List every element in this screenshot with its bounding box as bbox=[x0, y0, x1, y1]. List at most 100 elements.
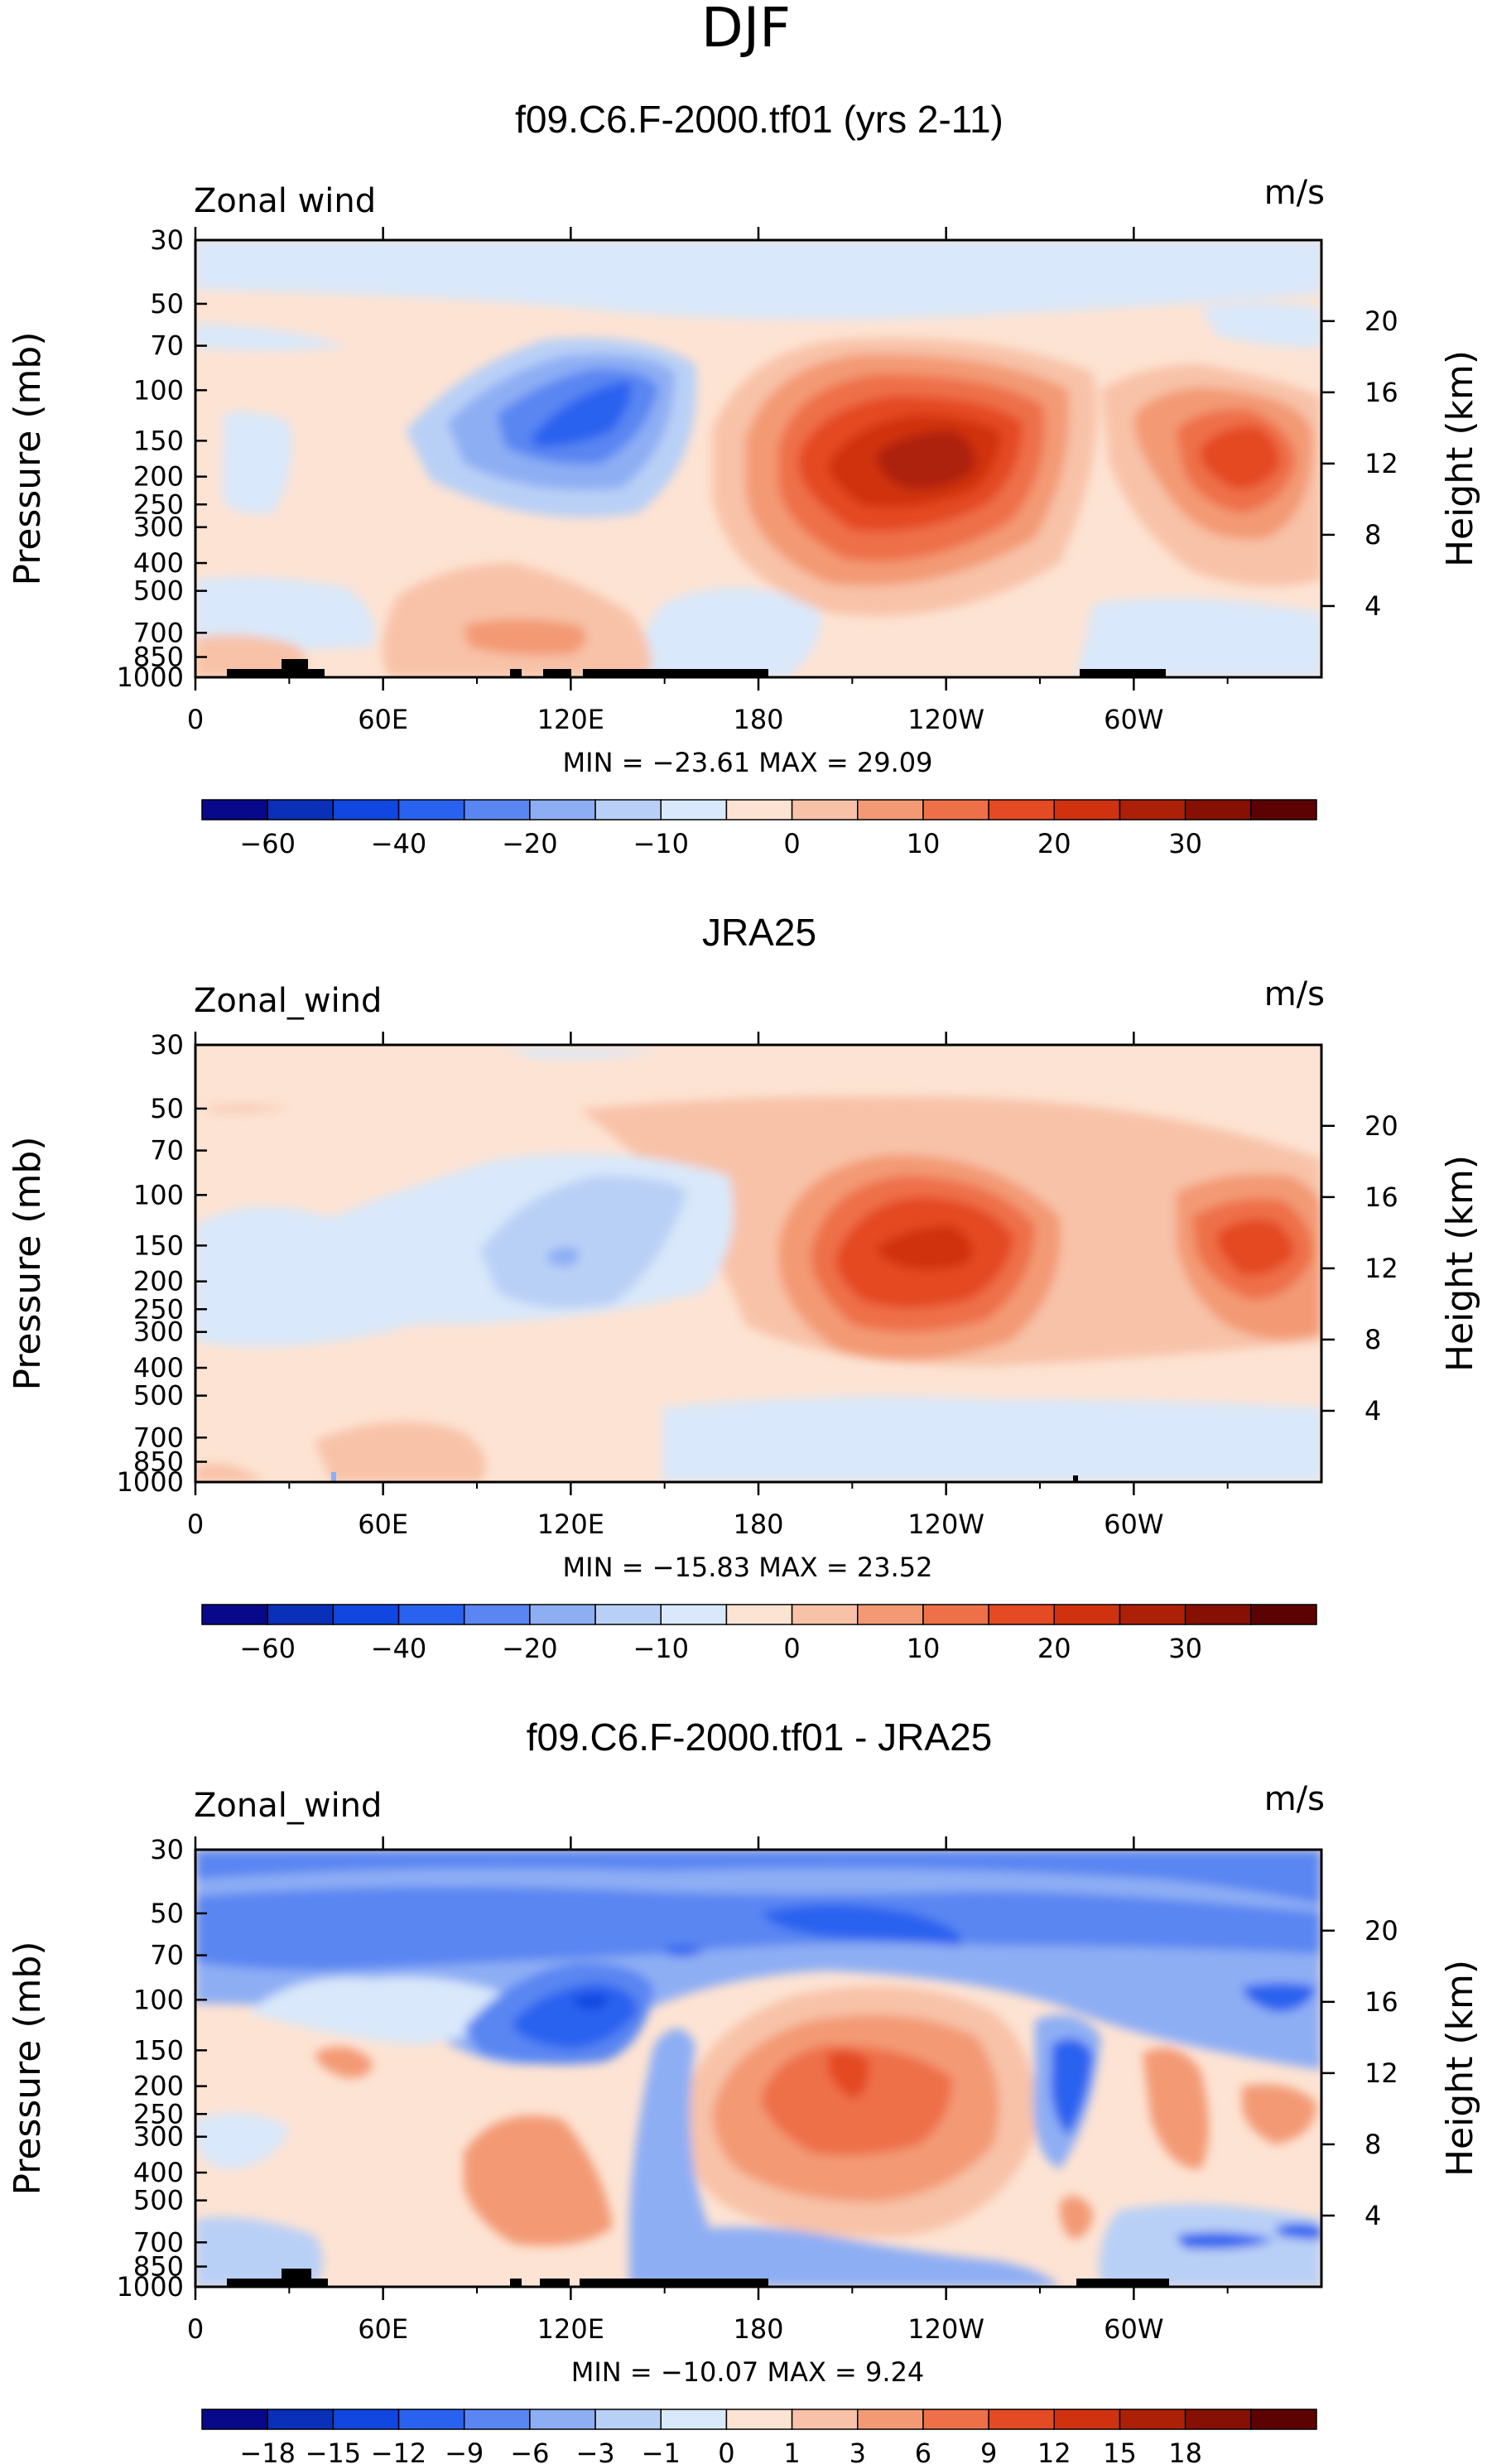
panel-1: f09.C6.F-2000.tf01 (yrs 2-11) Zonal wind… bbox=[7, 98, 1481, 859]
colorbar-swatch bbox=[1184, 799, 1252, 821]
colorbar-swatch bbox=[791, 2409, 859, 2430]
colorbar-swatch bbox=[332, 1604, 400, 1625]
colorbar-swatch bbox=[1119, 1604, 1186, 1625]
colorbar-label: 9 bbox=[980, 2438, 997, 2464]
colorbar-label: 20 bbox=[1037, 1633, 1071, 1664]
y-tick-label: 100 bbox=[133, 1179, 184, 1210]
x-tick-label: 60W bbox=[1104, 704, 1163, 735]
y2-tick-label: 8 bbox=[1364, 1324, 1381, 1355]
x-tick-label: 60E bbox=[358, 704, 408, 735]
x-tick-label: 120E bbox=[537, 1509, 604, 1540]
y2-tick-label: 20 bbox=[1364, 1915, 1398, 1947]
y-tick-label: 70 bbox=[150, 1940, 184, 1971]
y-tick-label: 150 bbox=[133, 425, 184, 456]
colorbar-swatch bbox=[529, 799, 596, 821]
x-tick-label: 60W bbox=[1104, 1509, 1163, 1540]
y-tick-label: 700 bbox=[133, 1422, 184, 1453]
colorbar-swatch bbox=[1184, 1604, 1252, 1625]
colorbar-swatch bbox=[267, 2409, 334, 2430]
colorbar-label: 0 bbox=[718, 2438, 734, 2464]
x-tick-label: 120E bbox=[537, 2313, 604, 2345]
y2-axis-title: Height (km) bbox=[1439, 1960, 1481, 2177]
colorbar-label: −1 bbox=[642, 2438, 681, 2464]
colorbar-label: −18 bbox=[239, 2438, 296, 2464]
y-tick-label: 250 bbox=[133, 488, 184, 520]
y2-tick-label: 12 bbox=[1364, 448, 1398, 479]
y2-tick-label: 12 bbox=[1364, 2057, 1398, 2089]
colorbar-swatch bbox=[529, 2409, 596, 2430]
x-tick-label: 120W bbox=[907, 704, 984, 735]
colorbar-swatch bbox=[725, 1604, 793, 1625]
colorbar-label: −40 bbox=[371, 828, 427, 859]
colorbar-label: 12 bbox=[1037, 2438, 1071, 2464]
panel-2-right-label: m/s bbox=[1264, 975, 1325, 1013]
colorbar-swatch bbox=[857, 2409, 924, 2430]
colorbar-swatch bbox=[1250, 799, 1317, 821]
y2-tick-label: 4 bbox=[1364, 1395, 1381, 1427]
y-tick-label: 300 bbox=[133, 2121, 184, 2153]
colorbar-swatch bbox=[267, 1604, 334, 1625]
colorbar-swatch bbox=[988, 2409, 1056, 2430]
colorbar-swatch bbox=[988, 1604, 1056, 1625]
colorbar-swatch bbox=[922, 799, 989, 821]
x-tick-label: 120E bbox=[537, 704, 604, 735]
colorbar-swatch bbox=[397, 799, 465, 821]
colorbar-label: 0 bbox=[783, 1633, 800, 1664]
figure-title: DJF bbox=[701, 0, 791, 60]
panel-3-stats: MIN = −10.07 MAX = 9.24 bbox=[571, 2356, 925, 2388]
y-tick-label: 300 bbox=[133, 512, 184, 543]
colorbar-swatch bbox=[1053, 1604, 1121, 1625]
colorbar-label: 3 bbox=[849, 2438, 866, 2464]
colorbar-label: 1 bbox=[783, 2438, 800, 2464]
x-tick-label: 60W bbox=[1104, 2313, 1163, 2345]
y-tick-label: 250 bbox=[133, 1293, 184, 1325]
y2-axis-title: Height (km) bbox=[1439, 350, 1481, 567]
y-tick-label: 850 bbox=[133, 1446, 184, 1478]
panel-2: JRA25 Zonal_wind m/s bbox=[7, 911, 1481, 1664]
colorbar-swatch bbox=[857, 799, 924, 821]
colorbar-label: 18 bbox=[1168, 2438, 1202, 2464]
y-tick-label: 400 bbox=[133, 547, 184, 579]
colorbar-swatch bbox=[725, 799, 793, 821]
panel-2-left-label: Zonal_wind bbox=[194, 982, 382, 1020]
y-tick-label: 200 bbox=[133, 1266, 184, 1297]
colorbar-label: −9 bbox=[445, 2438, 484, 2464]
colorbar-swatch bbox=[397, 1604, 465, 1625]
colorbar-swatch bbox=[1250, 2409, 1317, 2430]
colorbar-swatch bbox=[1184, 2409, 1252, 2430]
colorbar-swatch bbox=[1053, 2409, 1121, 2430]
y2-tick-label: 4 bbox=[1364, 590, 1381, 622]
y-tick-label: 1000 bbox=[117, 662, 184, 693]
y2-tick-label: 12 bbox=[1364, 1253, 1398, 1284]
x-tick-label: 60E bbox=[358, 2313, 408, 2345]
y-tick-label: 700 bbox=[133, 2226, 184, 2258]
colorbar-swatch bbox=[922, 1604, 989, 1625]
y-tick-label: 30 bbox=[150, 1834, 184, 1865]
panel-2-field bbox=[195, 1045, 1321, 1482]
y-tick-label: 500 bbox=[133, 1380, 184, 1412]
colorbar-swatch bbox=[857, 1604, 924, 1625]
x-tick-label: 0 bbox=[187, 1509, 204, 1540]
x-tick-label: 180 bbox=[733, 1509, 783, 1540]
colorbar-swatch bbox=[332, 2409, 400, 2430]
panel-3-topography bbox=[227, 2269, 1169, 2287]
x-tick-label: 180 bbox=[733, 2313, 783, 2345]
colorbar-label: 0 bbox=[783, 828, 800, 859]
y-tick-label: 50 bbox=[150, 1093, 184, 1124]
panel-2-stats: MIN = −15.83 MAX = 23.52 bbox=[563, 1552, 933, 1583]
y2-tick-label: 8 bbox=[1364, 519, 1381, 551]
colorbar-swatch bbox=[660, 799, 728, 821]
y-tick-label: 70 bbox=[150, 330, 184, 362]
colorbar-swatch bbox=[1250, 1604, 1317, 1625]
y-tick-label: 500 bbox=[133, 575, 184, 607]
y-tick-label: 400 bbox=[133, 1352, 184, 1384]
colorbar-swatch bbox=[988, 799, 1056, 821]
y-tick-label: 150 bbox=[133, 1230, 184, 1261]
y-tick-label: 200 bbox=[133, 2071, 184, 2102]
colorbar-swatch bbox=[201, 799, 268, 821]
x-tick-label: 0 bbox=[187, 2313, 204, 2345]
panel-1-stats: MIN = −23.61 MAX = 29.09 bbox=[563, 747, 933, 778]
y-axis-title: Pressure (mb) bbox=[7, 1942, 49, 2196]
x-tick-label: 120W bbox=[907, 1509, 984, 1540]
colorbar-swatch bbox=[594, 2409, 662, 2430]
